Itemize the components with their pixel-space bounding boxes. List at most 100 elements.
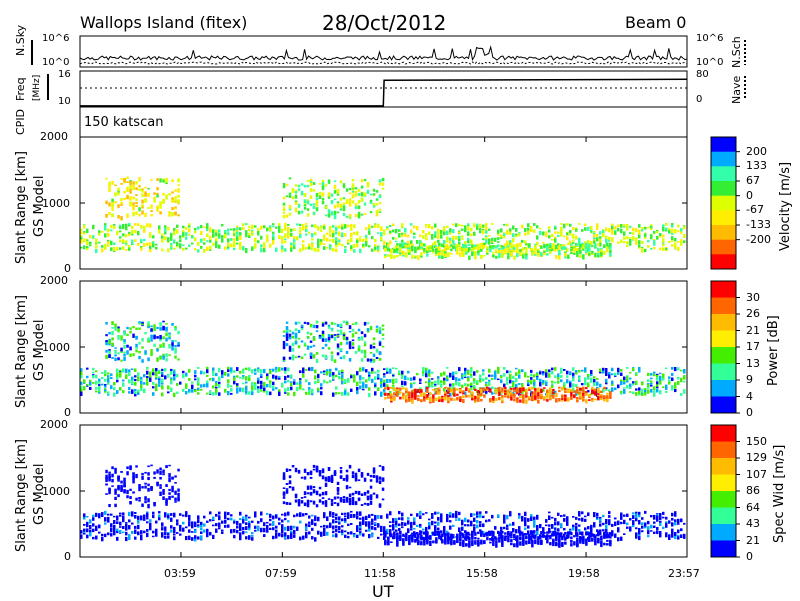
rti-cell bbox=[432, 389, 435, 391]
rti-cell bbox=[567, 398, 570, 401]
rti-cell bbox=[437, 522, 440, 526]
rti-cell bbox=[470, 228, 473, 232]
rti-cell bbox=[159, 344, 162, 348]
rti-cell bbox=[355, 332, 358, 334]
rti-cell bbox=[194, 248, 197, 250]
rti-cell bbox=[379, 202, 382, 204]
rti-cell bbox=[368, 377, 371, 381]
rti-cell bbox=[368, 387, 371, 390]
rti-cell bbox=[304, 199, 307, 203]
rti-cell bbox=[319, 183, 322, 185]
rti-cell bbox=[578, 238, 581, 242]
rti-cell bbox=[137, 390, 140, 392]
rti-cell bbox=[162, 336, 165, 339]
rti-cell bbox=[608, 230, 611, 232]
rti-cell bbox=[218, 237, 221, 239]
rti-cell bbox=[126, 181, 129, 183]
rti-cell bbox=[173, 376, 176, 379]
rti-cell bbox=[334, 215, 337, 219]
rti-cell bbox=[435, 389, 438, 392]
rti-cell bbox=[203, 249, 206, 253]
rti-cell bbox=[471, 398, 474, 401]
rti-cell bbox=[398, 373, 401, 375]
rti-cell bbox=[185, 511, 188, 513]
rti-cell bbox=[408, 249, 411, 252]
rti-cell bbox=[135, 187, 138, 190]
rti-cell bbox=[114, 193, 117, 197]
rti-cell bbox=[245, 390, 248, 393]
rti-cell bbox=[393, 255, 396, 258]
rti-cell bbox=[174, 356, 177, 359]
rti-cell bbox=[581, 518, 584, 521]
rti-cell bbox=[182, 248, 185, 251]
rti-cell bbox=[290, 248, 293, 252]
rti-cell bbox=[461, 376, 464, 379]
rti-cell bbox=[656, 527, 659, 530]
rti-cell bbox=[335, 517, 338, 520]
rti-cell bbox=[206, 529, 209, 533]
rti-cell bbox=[289, 213, 292, 216]
rti-cell bbox=[509, 524, 512, 527]
rti-cell bbox=[398, 370, 401, 373]
rti-cell bbox=[647, 240, 650, 242]
rti-cell bbox=[539, 379, 542, 383]
rti-cell bbox=[278, 235, 281, 239]
rti-cell bbox=[560, 523, 563, 528]
rti-cell bbox=[530, 517, 533, 521]
rti-cell bbox=[212, 525, 215, 527]
rti-cell bbox=[307, 201, 310, 205]
rti-cell bbox=[135, 336, 138, 340]
rti-cell bbox=[352, 179, 355, 181]
rti-cell bbox=[293, 382, 296, 385]
rti-cell bbox=[620, 391, 623, 394]
rti-cell bbox=[269, 380, 272, 383]
rti-cell bbox=[591, 245, 594, 247]
rti-cell bbox=[531, 387, 534, 390]
rti-cell bbox=[379, 182, 382, 186]
rti-cell bbox=[254, 243, 257, 247]
rti-cell bbox=[623, 382, 626, 385]
rti-cell bbox=[188, 223, 191, 225]
rti-cell bbox=[503, 519, 506, 523]
rti-cell bbox=[450, 389, 453, 392]
rti-cell bbox=[456, 388, 459, 390]
rti-cell bbox=[299, 248, 302, 252]
rti-cell bbox=[440, 380, 443, 383]
rti-cell bbox=[542, 232, 545, 236]
rti-cell bbox=[446, 237, 449, 241]
rti-cell bbox=[573, 253, 576, 255]
rti-cell bbox=[215, 514, 218, 517]
rti-cell bbox=[665, 228, 668, 231]
rti-cell bbox=[170, 369, 173, 371]
rti-cell bbox=[587, 227, 590, 231]
rti-cell bbox=[346, 216, 349, 218]
rti-cell bbox=[230, 244, 233, 248]
rti-cell bbox=[671, 522, 674, 524]
rti-cell bbox=[335, 386, 338, 389]
rti-cell bbox=[326, 519, 329, 521]
rti-cell bbox=[431, 372, 434, 374]
rti-cell bbox=[355, 187, 358, 189]
rti-cell bbox=[245, 368, 248, 371]
rti-cell bbox=[173, 231, 176, 235]
rti-cell bbox=[137, 525, 140, 529]
rti-cell bbox=[332, 230, 335, 233]
rti-cell bbox=[134, 537, 137, 540]
rti-cell bbox=[488, 370, 491, 372]
rti-cell bbox=[431, 521, 434, 526]
rti-cell bbox=[371, 526, 374, 530]
rti-cell bbox=[358, 193, 361, 196]
rti-cell bbox=[98, 230, 101, 233]
rti-cell bbox=[245, 376, 248, 380]
rti-cell bbox=[320, 526, 323, 528]
rti-cell bbox=[488, 229, 491, 231]
rti-cell bbox=[212, 385, 215, 388]
rti-cell bbox=[482, 238, 485, 240]
rti-cell bbox=[434, 385, 437, 387]
rti-cell bbox=[668, 379, 671, 381]
rti-cell bbox=[468, 244, 471, 246]
rti-cell bbox=[482, 369, 485, 371]
rti-cell bbox=[123, 191, 126, 194]
rti-cell bbox=[620, 514, 623, 517]
rti-cell bbox=[325, 344, 328, 347]
